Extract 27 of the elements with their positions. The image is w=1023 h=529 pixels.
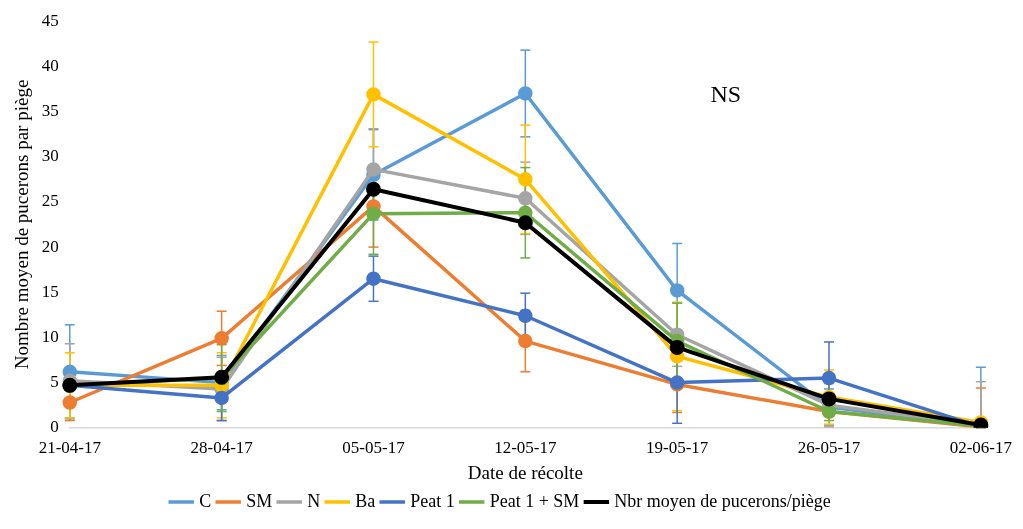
x-tick-label: 28-04-17 <box>190 438 254 458</box>
y-tick-label: 0 <box>50 417 59 437</box>
y-tick-label: 15 <box>41 281 59 301</box>
x-axis-title: Date de récolte <box>467 461 583 483</box>
legend-label: SM <box>246 490 273 511</box>
legend-label: Peat 1 + SM <box>489 490 580 511</box>
y-axis-title: Nombre moyen de pucerons par piège <box>11 79 33 370</box>
y-tick-label: 45 <box>41 10 59 30</box>
y-tick-label: 40 <box>41 55 59 75</box>
legend-label: N <box>307 490 321 511</box>
legend-label: Nbr moyen de pucerons/piège <box>614 490 831 511</box>
x-tick-label: 02-06-17 <box>949 438 1013 458</box>
legend-label: Peat 1 <box>410 490 455 511</box>
y-tick-label: 20 <box>41 236 59 256</box>
x-tick-label: 21-04-17 <box>38 438 102 458</box>
y-tick-label: 5 <box>50 372 59 392</box>
legend-label: C <box>199 490 212 511</box>
x-tick-label: 05-05-17 <box>342 438 406 458</box>
y-tick-label: 35 <box>41 101 59 121</box>
x-tick-label: 26-05-17 <box>797 438 861 458</box>
y-tick-label: 10 <box>41 326 59 346</box>
y-tick-label: 25 <box>41 191 59 211</box>
legend-label: Ba <box>355 490 376 511</box>
y-tick-label: 30 <box>41 146 59 166</box>
x-tick-label: 19-05-17 <box>646 438 709 458</box>
x-tick-label: 12-05-17 <box>494 438 557 458</box>
annotation: NS <box>710 81 742 108</box>
